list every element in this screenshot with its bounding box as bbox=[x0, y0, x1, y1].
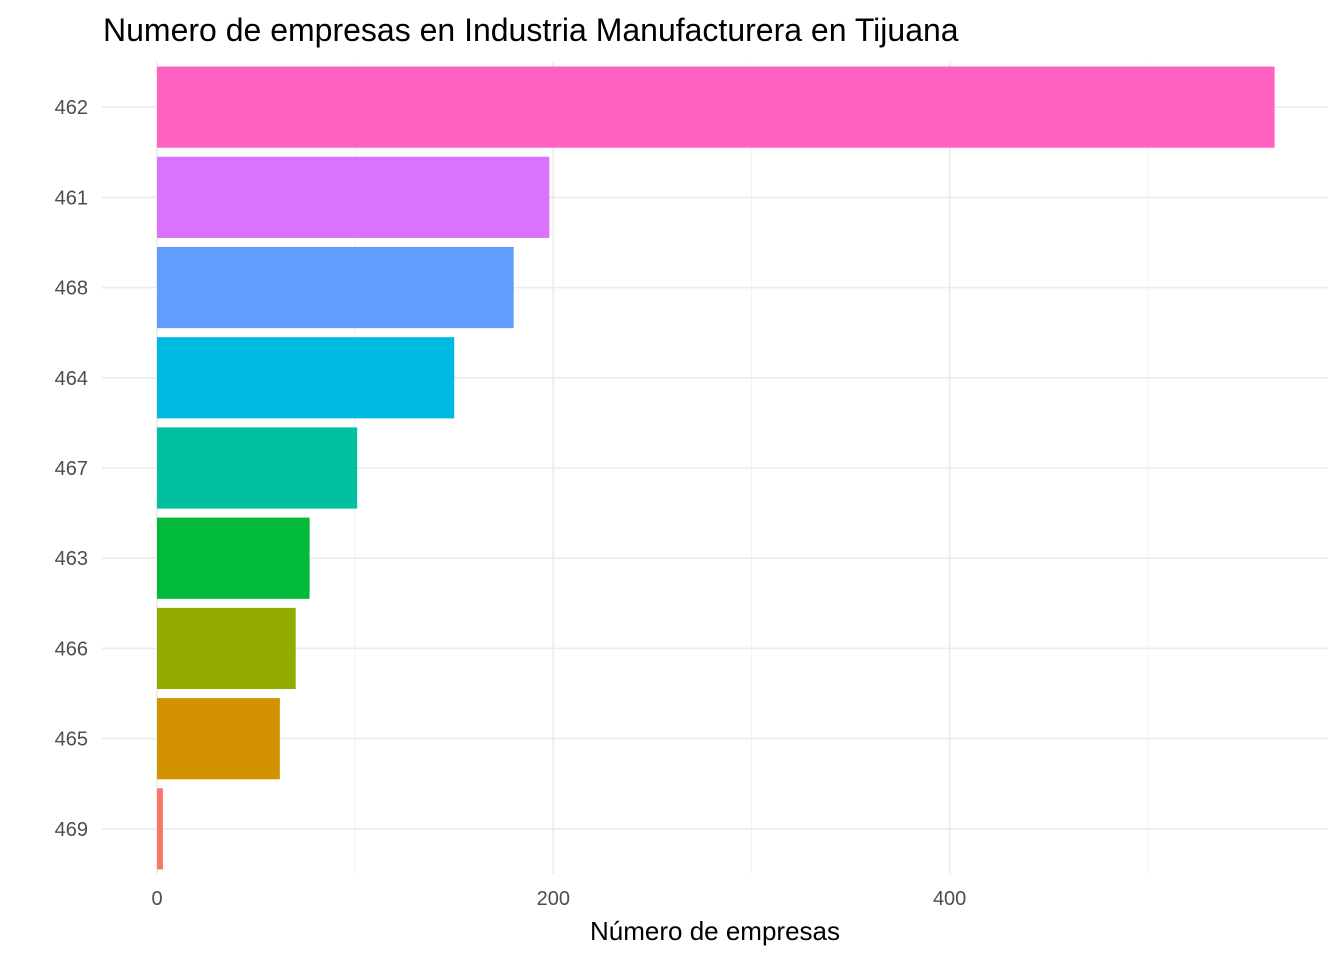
y-tick-label: 469 bbox=[55, 819, 88, 841]
y-tick-label: 468 bbox=[55, 278, 88, 300]
x-tick-label: 400 bbox=[933, 888, 966, 910]
y-tick-label: 464 bbox=[55, 368, 88, 390]
chart-title: Numero de empresas en Industria Manufact… bbox=[103, 12, 959, 48]
y-axis-tick-labels: 462 461 468 464 467 463 466 465 469 bbox=[55, 97, 88, 841]
y-tick-label: 461 bbox=[55, 187, 88, 209]
bar-467 bbox=[157, 427, 358, 509]
bar-468 bbox=[157, 246, 514, 329]
bar-465 bbox=[157, 698, 280, 780]
bars bbox=[157, 66, 1275, 870]
bar-469 bbox=[157, 788, 163, 870]
bar-463 bbox=[157, 517, 310, 599]
y-tick-label: 466 bbox=[55, 638, 88, 660]
x-tick-label: 200 bbox=[537, 888, 570, 910]
y-tick-label: 465 bbox=[55, 729, 88, 751]
bar-466 bbox=[157, 607, 296, 690]
x-axis-tick-labels: 0 200 400 bbox=[151, 888, 966, 910]
y-tick-label: 462 bbox=[55, 97, 88, 119]
bar-462 bbox=[157, 66, 1275, 148]
x-tick-label: 0 bbox=[151, 888, 162, 910]
x-axis-title: Número de empresas bbox=[590, 916, 840, 946]
y-tick-label: 467 bbox=[55, 458, 88, 480]
bar-464 bbox=[157, 337, 455, 419]
y-tick-label: 463 bbox=[55, 548, 88, 570]
bar-461 bbox=[157, 156, 550, 238]
